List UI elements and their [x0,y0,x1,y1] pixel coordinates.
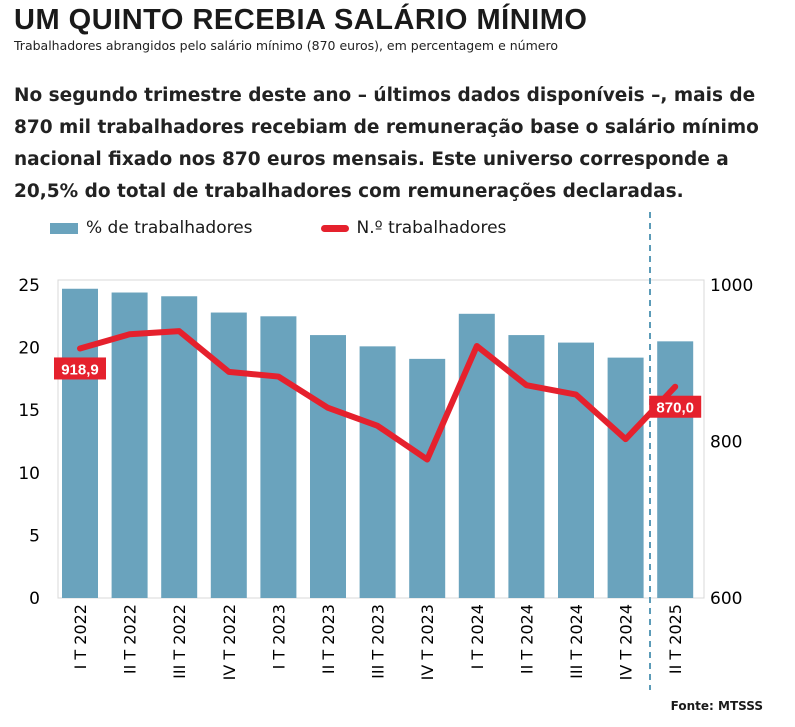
bar-5 [310,335,346,598]
bar-0 [62,288,98,598]
right-tick-0: 600 [710,589,742,609]
category-label-8: I T 2024 [468,604,487,669]
category-label-2: III T 2022 [170,604,189,679]
left-tick-5: 25 [18,276,40,296]
category-label-0: I T 2022 [71,604,90,669]
left-tick-2: 10 [18,464,40,484]
category-label-9: II T 2024 [517,604,536,674]
category-label-12: II T 2025 [666,604,685,674]
bar-1 [111,292,148,598]
category-label-11: IV T 2024 [617,604,636,680]
bar-4 [260,316,297,598]
source: Fonte: MTSSS [670,699,763,713]
legend-swatch-line [320,224,349,232]
right-tick-1: 800 [710,433,742,453]
bar-8 [458,313,495,598]
legend-item-line: N.º trabalhadores [320,218,507,238]
bar-2 [161,296,198,598]
legend-swatch-bar [50,222,78,234]
category-label-7: IV T 2023 [418,604,437,680]
left-tick-1: 5 [29,526,40,546]
bar-12 [657,341,694,598]
left-tick-3: 15 [18,401,40,421]
data-label-0: 918,9 [61,361,99,378]
category-label-6: III T 2023 [369,604,388,679]
category-label-4: I T 2023 [269,604,288,669]
legend: % de trabalhadores N.º trabalhadores [50,218,506,238]
chart-title: UM QUINTO RECEBIA SALÁRIO MÍNIMO [14,4,588,36]
legend-label-line: N.º trabalhadores [356,218,507,238]
chart-subtitle: Trabalhadores abrangidos pelo salário mí… [14,38,558,53]
legend-item-bar: % de trabalhadores [50,218,253,238]
category-label-10: III T 2024 [567,604,586,679]
data-label-bg-1 [649,395,702,418]
category-label-1: II T 2022 [121,604,140,674]
intro-text: No segundo trimestre deste ano – últimos… [14,85,759,202]
bar-10 [558,342,594,598]
legend-label-bar: % de trabalhadores [86,218,253,238]
category-label-5: II T 2023 [319,604,338,674]
right-tick-2: 1000 [710,276,753,296]
bar-11 [607,357,644,598]
bar-7 [409,358,446,598]
left-tick-4: 20 [18,339,40,359]
left-tick-0: 0 [29,589,40,609]
category-label-3: IV T 2022 [220,604,239,680]
data-label-bg-0 [54,357,106,380]
data-label-1: 870,0 [656,400,694,417]
bar-6 [359,346,396,598]
bar-3 [210,312,247,598]
